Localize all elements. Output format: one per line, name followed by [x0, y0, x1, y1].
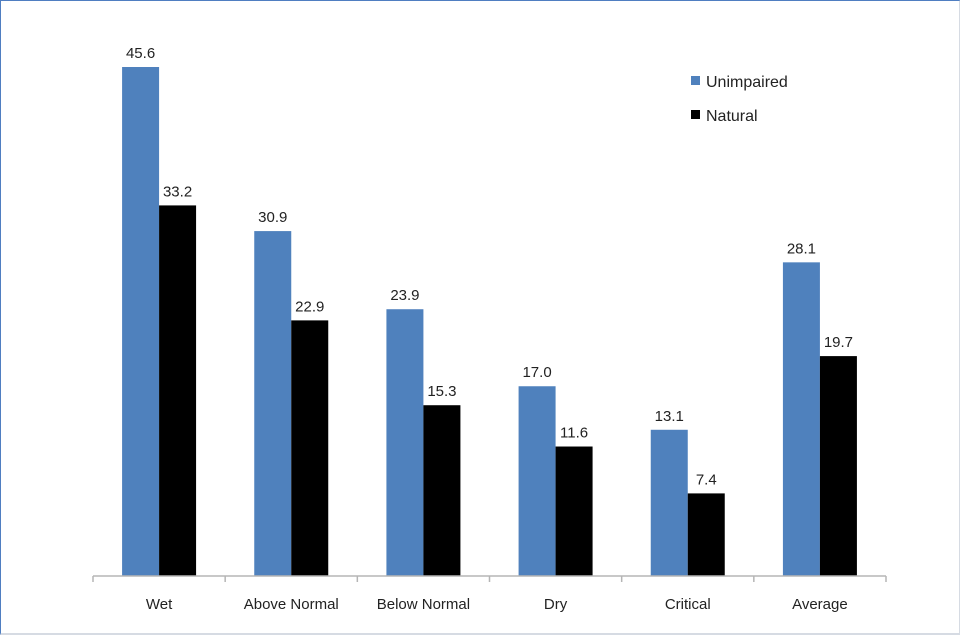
legend-swatch-natural [691, 110, 700, 119]
data-label-unimpaired-above-normal: 30.9 [258, 209, 287, 226]
data-label-natural-average: 19.7 [824, 334, 853, 351]
legend-swatch-unimpaired [691, 76, 700, 85]
x-axis-ticks [92, 576, 887, 582]
data-label-unimpaired-average: 28.1 [787, 240, 816, 257]
bar-natural-below-normal [423, 405, 461, 576]
bar-unimpaired-below-normal [386, 309, 424, 576]
x-tick-label: Average [792, 596, 848, 613]
data-label-unimpaired-below-normal: 23.9 [390, 287, 419, 304]
data-label-unimpaired-critical: 13.1 [655, 408, 684, 425]
bar-natural-average [819, 356, 857, 576]
bar-unimpaired-dry [518, 386, 556, 576]
x-tick-label: Above Normal [244, 596, 339, 613]
legend-label-natural: Natural [706, 108, 758, 125]
data-label-natural-critical: 7.4 [696, 471, 717, 488]
x-tick-label: Below Normal [377, 596, 470, 613]
data-label-unimpaired-dry: 17.0 [522, 364, 551, 381]
bar-unimpaired-average [782, 262, 820, 576]
legend: Unimpaired Natural [691, 74, 788, 125]
legend-label-unimpaired: Unimpaired [706, 74, 788, 91]
data-label-natural-dry: 11.6 [560, 425, 588, 442]
bars-layer [122, 67, 857, 577]
data-label-natural-wet: 33.2 [163, 183, 192, 200]
bar-natural-critical [687, 493, 725, 576]
data-label-natural-below-normal: 15.3 [427, 383, 456, 400]
value-labels-layer: 45.6 33.2 30.9 22.9 23.9 15.3 17.0 11.6 13.1 7.4 2… [126, 45, 853, 488]
bar-natural-above-normal [291, 320, 329, 576]
category-labels-layer: Wet Above Normal Below Normal Dry Critical Av… [146, 596, 848, 613]
x-tick-label: Critical [665, 596, 711, 613]
bar-unimpaired-above-normal [254, 231, 292, 577]
bar-unimpaired-critical [650, 429, 688, 576]
data-label-unimpaired-wet: 45.6 [126, 45, 155, 62]
bar-unimpaired-wet [122, 67, 160, 576]
x-tick-label: Dry [544, 596, 568, 613]
data-label-natural-above-normal: 22.9 [295, 298, 324, 315]
bar-natural-dry [555, 446, 593, 576]
x-tick-label: Wet [146, 596, 173, 613]
bar-natural-wet [159, 205, 197, 576]
